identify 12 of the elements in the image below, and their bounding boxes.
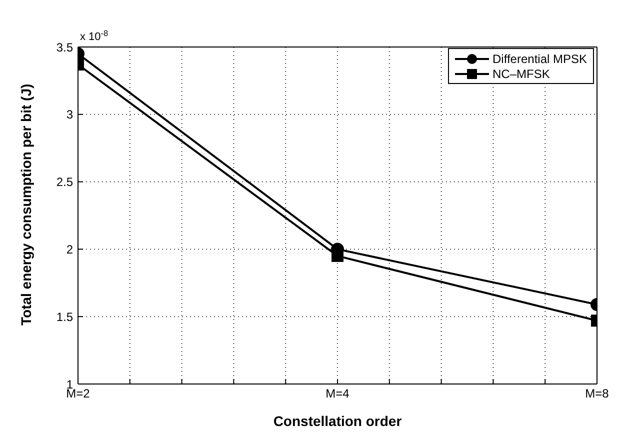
y-tick-label: 1.5 (56, 310, 74, 324)
legend-label: Differential MPSK (492, 52, 587, 66)
y-tick-label: 2 (66, 242, 74, 256)
y-tick-label: 2.5 (56, 175, 74, 190)
y-axis-title: Total energy consumption per bit (J) (18, 84, 34, 326)
x-tick-label: M=4 (326, 386, 350, 401)
y-tick-label: 3 (66, 108, 74, 122)
legend-label: NC–MFSK (492, 66, 550, 80)
x-axis-title: Constellation order (273, 413, 402, 429)
y-tick-label: 3.5 (56, 40, 74, 54)
x-tick-label: M=8 (585, 386, 610, 401)
text: x 10$^{-8}$ (80, 28, 109, 43)
